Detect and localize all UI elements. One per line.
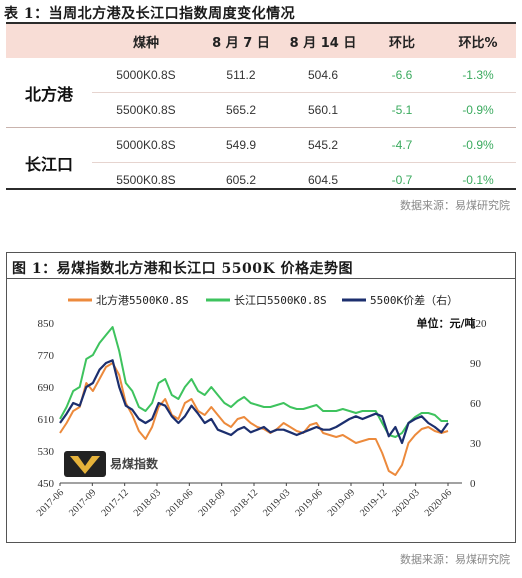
x-tick-label: 2019-06 (293, 487, 324, 518)
table-row: 5500K0.8S 565.2 560.1 -5.1 -0.9% (6, 92, 516, 128)
aug7-cell: 549.9 (200, 127, 282, 163)
x-tick-label: 2018-09 (196, 487, 227, 518)
chart-legend: 北方港5500K0.8S 长江口5500K0.8S 5500K价差（右） (68, 293, 458, 307)
aug7-cell: 565.2 (200, 92, 282, 128)
coal-type-cell: 5500K0.8S (92, 92, 200, 128)
change-cell: -6.6 (391, 68, 413, 82)
y-right-tick-label: 0 (470, 478, 476, 490)
series-line (59, 326, 448, 438)
watermark-text: 易煤指数 (110, 456, 159, 471)
y-right-tick-label: 60 (470, 398, 482, 410)
aug7-cell: 605.2 (200, 162, 282, 197)
y-left-tick-label: 850 (38, 318, 55, 330)
header-region (6, 24, 92, 58)
coal-type-cell: 5000K0.8S (92, 127, 200, 163)
legend-label: 北方港5500K0.8S (96, 293, 189, 307)
x-tick-label: 2019-09 (326, 487, 357, 518)
chart-series (59, 326, 449, 476)
aug14-cell: 604.5 (282, 162, 364, 197)
x-tick-label: 2017-09 (67, 487, 98, 518)
table-bottom-rule (6, 188, 516, 190)
table-source-note: 数据来源：易煤研究院 (400, 199, 510, 212)
chart-source-note: 数据来源：易煤研究院 (400, 553, 510, 566)
header-change-pct: 环比% (440, 24, 516, 58)
x-tick-label: 2018-03 (132, 487, 163, 518)
change-cell: -0.7 (364, 162, 440, 197)
x-tick-label: 2018-12 (229, 487, 260, 518)
table-caption: 表 1：当周北方港及长江口指数周度变化情况 (4, 6, 296, 22)
table-header-row: 煤种 8 月 7 日 8 月 14 日 环比 环比% (6, 24, 516, 58)
region-yangtze-estuary: 长江口 (6, 127, 92, 197)
x-tick-label: 2018-06 (164, 487, 195, 518)
header-aug14: 8 月 14 日 (282, 24, 364, 58)
change-pct-cell: -1.3% (462, 68, 494, 82)
table-row: 北方港 5000K0.8S 511.2 504.6 -6.6 -1.3% (6, 58, 516, 104)
x-tick-label: 2019-12 (358, 487, 389, 518)
change-pct-cell: -0.9% (440, 127, 516, 163)
table-row: 长江口 5000K0.8S 549.9 545.2 -4.7 -0.9% (6, 127, 516, 197)
watermark-v-icon (70, 456, 100, 474)
table-top-rule (6, 22, 516, 24)
series-line (59, 362, 449, 476)
x-tick-label: 2020-06 (423, 487, 454, 518)
header-coal-type: 煤种 (92, 24, 200, 58)
aug14-cell: 545.2 (282, 127, 364, 163)
x-tick-label: 2019-03 (261, 487, 292, 518)
region-north-port: 北方港 (24, 84, 73, 104)
unit-label: 单位：元/吨 (416, 316, 475, 330)
y-left-tick-label: 610 (38, 414, 55, 426)
series-line (59, 359, 449, 445)
legend-label: 5500K价差（右） (370, 293, 458, 307)
y-right-tick-label: 30 (470, 438, 482, 450)
change-cell: -4.7 (364, 127, 440, 163)
index-change-table: 煤种 8 月 7 日 8 月 14 日 环比 环比% 北方港 5000K0.8S… (6, 24, 516, 197)
aug7-cell: 511.2 (226, 68, 256, 82)
aug14-cell: 504.6 (307, 68, 339, 82)
legend-label: 长江口5500K0.8S (234, 294, 327, 307)
table-row: 5500K0.8S 605.2 604.5 -0.7 -0.1% (6, 162, 516, 197)
header-aug7: 8 月 7 日 (200, 24, 282, 58)
price-trend-chart: 北方港5500K0.8S 长江口5500K0.8S 5500K价差（右） 单位：元/… (35, 293, 487, 519)
x-tick-label: 2020-03 (390, 487, 421, 518)
y-left-tick-label: 530 (38, 446, 55, 458)
change-pct-cell: -0.9% (440, 92, 516, 128)
x-tick-label: 2017-12 (99, 487, 130, 518)
x-tick-label: 2017-06 (35, 487, 66, 518)
y-right-tick-label: 90 (470, 358, 482, 370)
chart-caption-rule (6, 278, 516, 279)
y-left-tick-label: 450 (38, 478, 55, 490)
y-right-tick-label: 120 (470, 318, 487, 330)
change-cell: -5.1 (364, 92, 440, 128)
aug14-cell: 560.1 (282, 92, 364, 128)
coal-type-cell: 5000K0.8S (116, 68, 176, 82)
chart-caption: 图 1：易煤指数北方港和长江口 5500K 价格走势图 (12, 261, 353, 277)
y-left-tick-label: 770 (38, 350, 55, 362)
change-pct-cell: -0.1% (440, 162, 516, 197)
y-left-tick-label: 690 (38, 382, 55, 394)
coal-type-cell: 5500K0.8S (92, 162, 200, 197)
header-change: 环比 (364, 24, 440, 58)
watermark-logo: 易煤指数 (64, 451, 159, 477)
